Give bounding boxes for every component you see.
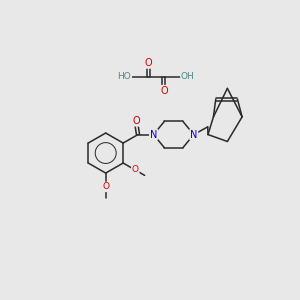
- Text: O: O: [145, 58, 152, 68]
- Text: O: O: [132, 116, 140, 126]
- Text: O: O: [132, 166, 139, 175]
- Text: N: N: [150, 130, 157, 140]
- Text: N: N: [190, 130, 197, 140]
- Text: O: O: [160, 86, 168, 96]
- Text: HO: HO: [118, 72, 131, 81]
- Text: OH: OH: [181, 72, 195, 81]
- Text: O: O: [102, 182, 109, 191]
